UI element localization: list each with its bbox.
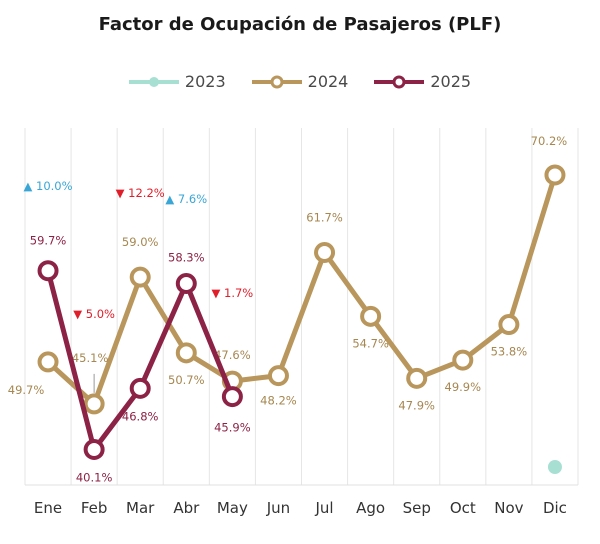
x-tick-label-sep: Sep <box>403 499 431 517</box>
change-annotation-feb: ▼ 5.0% <box>73 307 115 321</box>
legend-item-2023: 2023 <box>128 72 226 91</box>
x-tick-label-feb: Feb <box>81 499 108 517</box>
chart-title: Factor de Ocupación de Pasajeros (PLF) <box>98 14 502 35</box>
data-label-2024: 59.0% <box>122 235 159 249</box>
data-label-2024: 45.1% <box>72 351 109 365</box>
data-label-2024: 61.7% <box>306 210 343 224</box>
data-point-2024 <box>83 393 105 415</box>
data-point-2024 <box>360 305 382 327</box>
data-point-2024 <box>452 349 474 371</box>
x-tick-label-dic: Dic <box>543 499 567 517</box>
data-point-2024 <box>498 314 520 336</box>
data-label-2024: 47.9% <box>398 398 435 412</box>
legend-label-2025: 2025 <box>430 72 472 91</box>
legend-swatch-2023 <box>128 76 179 87</box>
legend-swatch-2025 <box>374 75 425 88</box>
data-point-2025 <box>37 260 59 282</box>
data-label-2024: 54.7% <box>352 336 389 350</box>
x-tick-label-jul: Jul <box>314 499 333 517</box>
data-label-2024: 49.9% <box>445 380 482 394</box>
data-label-2025: 59.7% <box>30 234 67 248</box>
data-point-2025 <box>83 438 105 460</box>
data-point-2024 <box>267 365 289 387</box>
data-point-2023 <box>547 460 562 474</box>
data-label-2024: 53.8% <box>491 345 528 359</box>
data-label-2024: 50.7% <box>168 373 205 387</box>
x-tick-label-abr: Abr <box>173 499 200 517</box>
data-point-2025 <box>129 377 151 399</box>
data-label-2024: 49.7% <box>8 383 45 397</box>
data-point-2024 <box>129 266 151 288</box>
x-tick-label-may: May <box>217 499 248 517</box>
data-label-2025: 58.3% <box>168 251 205 265</box>
legend: 2023 2024 2025 <box>0 72 600 91</box>
legend-item-2024: 2024 <box>251 72 349 91</box>
change-annotation-abr: ▲ 7.6% <box>165 192 207 206</box>
x-tick-label-oct: Oct <box>450 499 476 517</box>
change-annotation-may: ▼ 1.7% <box>212 286 254 300</box>
legend-label-2023: 2023 <box>184 72 226 91</box>
data-point-2024 <box>175 342 197 364</box>
data-label-2024: 47.6% <box>214 348 251 362</box>
x-tick-label-mar: Mar <box>126 499 155 517</box>
change-annotation-mar: ▼ 12.2% <box>116 186 165 200</box>
data-label-2025: 40.1% <box>76 470 113 484</box>
data-label-2025: 45.9% <box>214 421 251 435</box>
x-tick-label-ago: Ago <box>356 499 385 517</box>
data-point-2025 <box>175 273 197 295</box>
data-label-2024: 48.2% <box>260 394 297 408</box>
legend-item-2025: 2025 <box>374 72 471 91</box>
legend-label-2024: 2024 <box>307 72 349 91</box>
data-point-2024 <box>37 351 59 373</box>
data-label-2024: 70.2% <box>531 134 568 148</box>
change-annotation-ene: ▲ 10.0% <box>24 179 73 193</box>
data-point-2024 <box>314 241 336 263</box>
x-tick-label-jun: Jun <box>266 499 290 517</box>
data-point-2024 <box>544 164 566 186</box>
x-tick-label-ene: Ene <box>34 499 62 517</box>
x-tick-label-nov: Nov <box>494 499 523 517</box>
data-point-2025 <box>221 386 243 408</box>
legend-swatch-2024 <box>251 75 302 88</box>
data-point-2024 <box>406 367 428 389</box>
data-label-2025: 46.8% <box>122 409 159 423</box>
